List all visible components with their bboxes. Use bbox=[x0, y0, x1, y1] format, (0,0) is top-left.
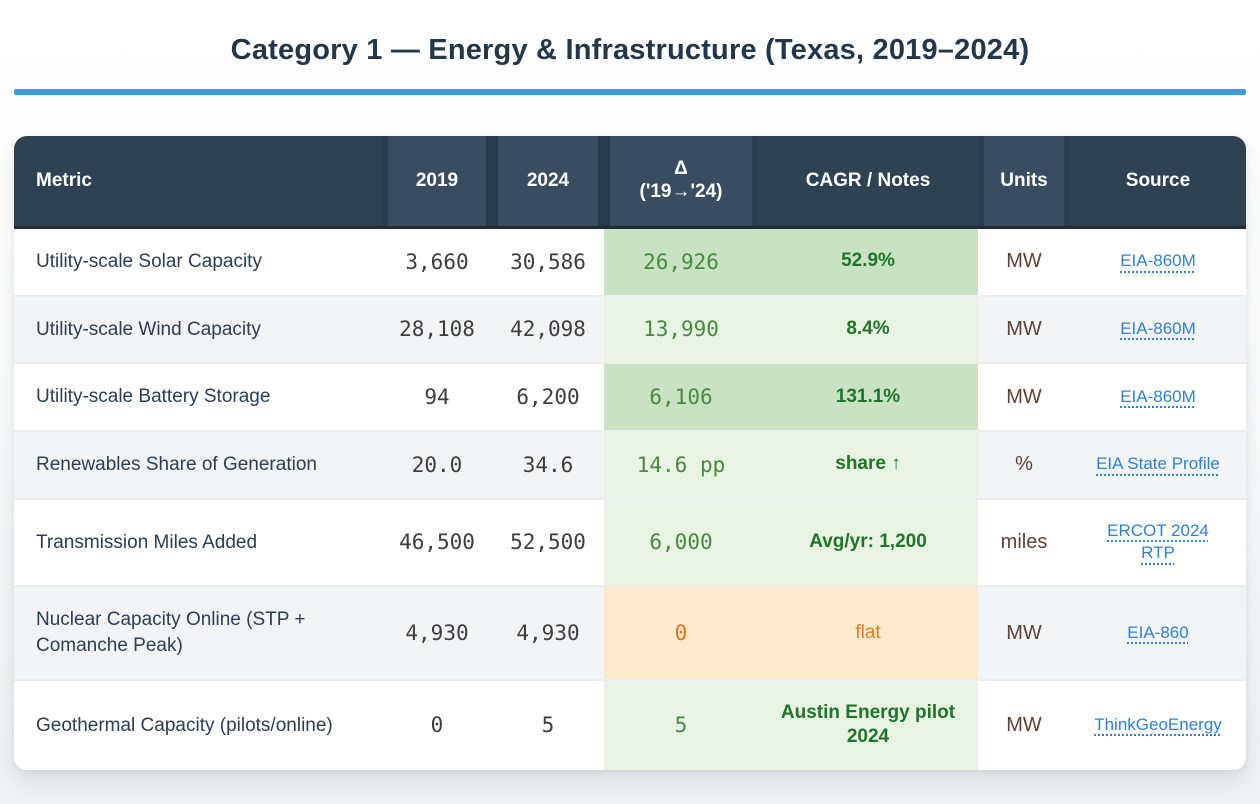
table-row: Nuclear Capacity Online (STP + Comanche … bbox=[14, 585, 1246, 679]
header-row: Metric 2019 2024 Δ ('19→'24) CAGR / Note… bbox=[14, 136, 1246, 229]
delta-symbol: Δ bbox=[674, 158, 688, 180]
source-link[interactable]: ERCOT 2024 RTP bbox=[1107, 520, 1209, 563]
value-2019-cell: 20.0 bbox=[382, 429, 492, 498]
source-cell: EIA-860M bbox=[1070, 362, 1246, 430]
table-row: Utility-scale Wind Capacity 28,108 42,09… bbox=[14, 294, 1246, 363]
source-cell: EIA-860 bbox=[1070, 585, 1246, 679]
source-cell: EIA State Profile bbox=[1070, 429, 1246, 498]
source-cell: EIA-860M bbox=[1070, 228, 1246, 295]
source-link[interactable]: EIA State Profile bbox=[1096, 454, 1220, 474]
value-2024-cell: 34.6 bbox=[492, 429, 604, 498]
notes-cell: Austin Energy pilot 2024 bbox=[758, 678, 978, 771]
source-link[interactable]: EIA-860 bbox=[1127, 622, 1189, 642]
delta-cell: 26,926 bbox=[604, 228, 758, 295]
source-cell: ThinkGeoEnergy bbox=[1070, 678, 1246, 771]
table-row: Geothermal Capacity (pilots/online) 0 5 … bbox=[14, 678, 1246, 771]
value-2024-cell: 5 bbox=[492, 678, 604, 771]
metric-cell: Utility-scale Solar Capacity bbox=[14, 228, 382, 295]
value-2019-cell: 4,930 bbox=[382, 585, 492, 679]
value-2019-cell: 94 bbox=[382, 362, 492, 430]
metric-cell: Transmission Miles Added bbox=[14, 497, 382, 586]
source-link[interactable]: ThinkGeoEnergy bbox=[1094, 714, 1222, 734]
notes-cell: 8.4% bbox=[758, 294, 978, 363]
delta-cell: 6,106 bbox=[604, 362, 758, 430]
col-header-source: Source bbox=[1070, 136, 1246, 229]
notes-cell: 131.1% bbox=[758, 362, 978, 430]
units-cell: MW bbox=[978, 228, 1070, 295]
units-cell: MW bbox=[978, 294, 1070, 363]
metric-cell: Nuclear Capacity Online (STP + Comanche … bbox=[14, 585, 382, 679]
table-row: Transmission Miles Added 46,500 52,500 6… bbox=[14, 497, 1246, 586]
metric-cell: Geothermal Capacity (pilots/online) bbox=[14, 678, 382, 771]
metric-cell: Utility-scale Battery Storage bbox=[14, 362, 382, 430]
units-cell: MW bbox=[978, 362, 1070, 430]
col-header-2024: 2024 bbox=[492, 136, 604, 229]
delta-cell: 5 bbox=[604, 678, 758, 771]
delta-cell: 0 bbox=[604, 585, 758, 679]
table-row: Utility-scale Battery Storage 94 6,200 6… bbox=[14, 362, 1246, 430]
metrics-table-card: Metric 2019 2024 Δ ('19→'24) CAGR / Note… bbox=[14, 136, 1246, 771]
value-2024-cell: 4,930 bbox=[492, 585, 604, 679]
value-2019-cell: 3,660 bbox=[382, 228, 492, 295]
notes-cell: share ↑ bbox=[758, 429, 978, 498]
accent-rule bbox=[14, 89, 1246, 96]
page-title: Category 1 — Energy & Infrastructure (Te… bbox=[230, 34, 1030, 66]
units-cell: % bbox=[978, 429, 1070, 498]
source-link[interactable]: EIA-860M bbox=[1120, 318, 1196, 338]
source-cell: ERCOT 2024 RTP bbox=[1070, 497, 1246, 586]
value-2024-cell: 30,586 bbox=[492, 228, 604, 295]
delta-range-label: ('19→'24) bbox=[639, 181, 723, 203]
value-2024-cell: 42,098 bbox=[492, 294, 604, 363]
units-cell: MW bbox=[978, 585, 1070, 679]
value-2024-cell: 52,500 bbox=[492, 497, 604, 586]
col-header-metric: Metric bbox=[14, 136, 382, 229]
value-2019-cell: 46,500 bbox=[382, 497, 492, 586]
delta-cell: 6,000 bbox=[604, 497, 758, 586]
metric-cell: Utility-scale Wind Capacity bbox=[14, 294, 382, 363]
table-row: Renewables Share of Generation 20.0 34.6… bbox=[14, 429, 1246, 498]
page: Category 1 — Energy & Infrastructure (Te… bbox=[14, 34, 1246, 771]
col-header-delta: Δ ('19→'24) bbox=[604, 136, 758, 229]
source-cell: EIA-860M bbox=[1070, 294, 1246, 363]
metrics-table: Metric 2019 2024 Δ ('19→'24) CAGR / Note… bbox=[14, 136, 1246, 771]
value-2019-cell: 0 bbox=[382, 678, 492, 771]
table-row: Utility-scale Solar Capacity 3,660 30,58… bbox=[14, 228, 1246, 295]
units-cell: miles bbox=[978, 497, 1070, 586]
metric-cell: Renewables Share of Generation bbox=[14, 429, 382, 498]
units-cell: MW bbox=[978, 678, 1070, 771]
delta-cell: 13,990 bbox=[604, 294, 758, 363]
notes-cell: 52.9% bbox=[758, 228, 978, 295]
value-2024-cell: 6,200 bbox=[492, 362, 604, 430]
col-header-notes: CAGR / Notes bbox=[758, 136, 978, 229]
value-2019-cell: 28,108 bbox=[382, 294, 492, 363]
col-header-2019: 2019 bbox=[382, 136, 492, 229]
notes-cell: flat bbox=[758, 585, 978, 679]
source-link[interactable]: EIA-860M bbox=[1120, 386, 1196, 406]
delta-cell: 14.6 pp bbox=[604, 429, 758, 498]
notes-cell: Avg/yr: 1,200 bbox=[758, 497, 978, 586]
col-header-units: Units bbox=[978, 136, 1070, 229]
source-link[interactable]: EIA-860M bbox=[1120, 251, 1196, 271]
